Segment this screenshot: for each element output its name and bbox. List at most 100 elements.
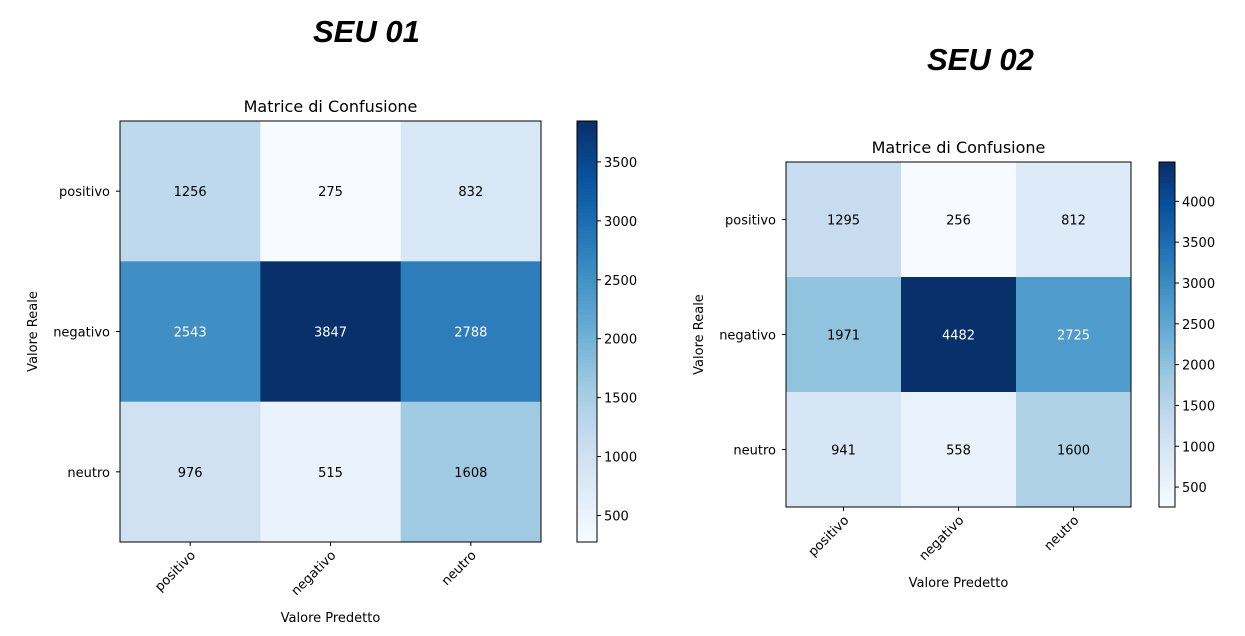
colorbar-segment: [1159, 268, 1175, 272]
colorbar-segment: [1159, 357, 1175, 361]
cell-value-label: 4482: [942, 329, 975, 344]
colorbar-segment: [577, 408, 597, 413]
chart-title: Matrice di Confusione: [244, 97, 418, 116]
colorbar-segment: [1159, 380, 1175, 384]
colorbar-segment: [577, 191, 597, 196]
colorbar-segment: [1159, 282, 1175, 287]
colorbar-segment: [1159, 187, 1175, 192]
colorbar-segment: [577, 398, 597, 403]
colorbar-segment: [577, 313, 597, 319]
colorbar-segment: [577, 373, 597, 378]
colorbar-segment: [1159, 196, 1175, 200]
colorbar-segment: [1159, 472, 1175, 476]
x-tick-label: neutro: [439, 548, 480, 589]
colorbar-segment: [1159, 251, 1175, 255]
x-tick-label: negativo: [289, 548, 340, 599]
colorbar-segment: [577, 257, 597, 262]
colorbar-segment: [577, 506, 597, 512]
colorbar-segment: [1159, 164, 1175, 169]
colorbar-segment: [577, 208, 597, 213]
cell-value-label: 941: [831, 444, 856, 459]
colorbar-segment: [1159, 435, 1175, 439]
colorbar-tick-label: 1500: [1182, 399, 1215, 414]
colorbar-segment: [1159, 481, 1175, 485]
cell-value-label: 558: [946, 444, 971, 459]
colorbar-segment: [1159, 288, 1175, 292]
heatmap-cell: [1016, 162, 1132, 278]
heatmap-cell: [901, 392, 1017, 508]
colorbar-segment: [577, 405, 597, 410]
colorbar-segment: [577, 138, 597, 143]
colorbar-segment: [1159, 254, 1175, 258]
colorbar-segment: [1159, 323, 1175, 327]
colorbar-segment: [1159, 340, 1175, 344]
x-tick-label: positivo: [806, 513, 853, 560]
colorbar-segment: [1159, 208, 1175, 212]
colorbar-tick-label: 2000: [1182, 359, 1215, 374]
heatmap-cell: [260, 401, 402, 543]
colorbar-segment: [577, 436, 597, 441]
colorbar-tick-label: 500: [604, 509, 629, 524]
colorbar-segment: [577, 496, 597, 501]
colorbar-segment: [1159, 328, 1175, 333]
colorbar-segment: [1159, 271, 1175, 275]
y-tick-label: positivo: [59, 185, 110, 200]
colorbar-segment: [577, 254, 597, 259]
colorbar-segment: [577, 250, 597, 255]
colorbar-segment: [577, 264, 597, 269]
colorbar-segment: [577, 464, 597, 469]
cell-value-label: 1600: [1057, 444, 1090, 459]
colorbar-segment: [1159, 311, 1175, 315]
heatmap-cell: [786, 392, 902, 508]
heatmap-cell: [1016, 277, 1132, 393]
colorbar-segment: [577, 482, 597, 487]
y-tick-label: neutro: [733, 444, 776, 459]
colorbar-segment: [1159, 216, 1175, 221]
colorbar-segment: [577, 303, 597, 308]
colorbar-segment: [1159, 389, 1175, 393]
heatmap-cell: [400, 261, 542, 403]
y-tick-label: neutro: [67, 466, 110, 481]
colorbar-segment: [1159, 294, 1175, 298]
colorbar-segment: [577, 443, 597, 448]
cell-value-label: 256: [946, 214, 971, 229]
colorbar-segment: [1159, 285, 1175, 290]
colorbar-segment: [577, 222, 597, 227]
colorbar-segment: [1159, 167, 1175, 172]
cell-value-label: 976: [178, 466, 203, 481]
colorbar-segment: [577, 271, 597, 276]
x-tick-label: neutro: [1042, 513, 1083, 554]
colorbar-segment: [577, 363, 597, 368]
colorbar-segment: [577, 285, 597, 290]
colorbar-segment: [577, 194, 597, 199]
colorbar-segment: [577, 173, 597, 178]
colorbar-segment: [1159, 297, 1175, 301]
colorbar-segment: [1159, 291, 1175, 295]
colorbar-segment: [577, 166, 597, 171]
colorbar-segment: [1159, 400, 1175, 405]
colorbar-segment: [1159, 495, 1175, 499]
colorbar-segment: [1159, 486, 1175, 491]
colorbar-segment: [1159, 415, 1175, 419]
colorbar-segment: [577, 145, 597, 150]
colorbar-segment: [1159, 360, 1175, 364]
colorbar: 500 1000 1500 2000 2500 3000 3500: [576, 120, 637, 543]
colorbar-segment: [577, 335, 597, 340]
colorbar-tick-label: 1000: [604, 451, 637, 466]
colorbar-segment: [1159, 363, 1175, 367]
colorbar-segment: [577, 503, 597, 508]
colorbar-segment: [577, 215, 597, 220]
colorbar-segment: [1159, 412, 1175, 416]
heatmap-cell: [120, 261, 261, 403]
colorbar-segment: [577, 471, 597, 476]
y-tick-label: negativo: [719, 329, 776, 344]
colorbar-segment: [1159, 274, 1175, 278]
colorbar-segment: [1159, 374, 1175, 379]
colorbar-segment: [577, 489, 597, 494]
colorbar-segment: [577, 261, 597, 266]
colorbar-segment: [1159, 351, 1175, 356]
colorbar-segment: [1159, 277, 1175, 281]
colorbar-segment: [577, 236, 597, 241]
colorbar-segment: [577, 142, 597, 147]
colorbar-tick-label: 1500: [604, 392, 637, 407]
